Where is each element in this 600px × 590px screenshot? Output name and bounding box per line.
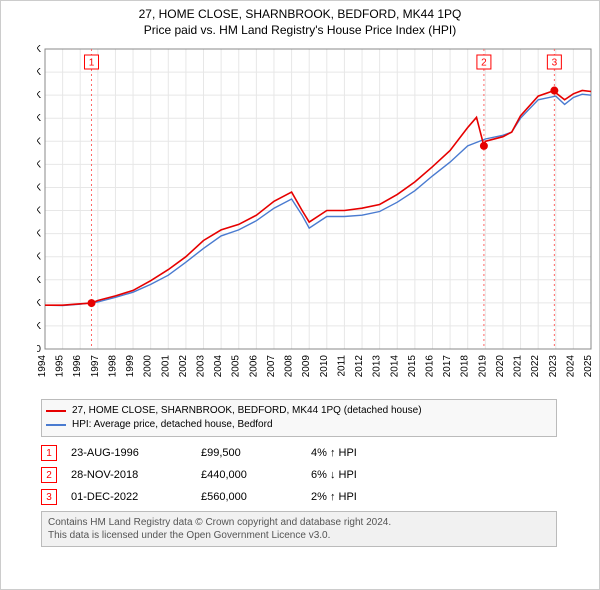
y-tick-label: £250K <box>37 229 41 240</box>
legend-item: HPI: Average price, detached house, Bedf… <box>46 418 552 432</box>
x-tick-label: 2002 <box>178 355 189 378</box>
event-number-box: 2 <box>41 467 57 483</box>
y-tick-label: £550K <box>37 90 41 101</box>
x-tick-label: 2006 <box>248 355 259 378</box>
sale-marker-label: 1 <box>89 58 95 69</box>
x-tick-label: 2000 <box>143 355 154 378</box>
x-tick-label: 1995 <box>55 355 66 378</box>
x-tick-label: 1996 <box>72 355 83 378</box>
x-tick-label: 2011 <box>336 355 347 377</box>
y-tick-label: £300K <box>37 206 41 217</box>
x-tick-label: 2017 <box>442 355 453 378</box>
x-tick-label: 2022 <box>530 355 541 378</box>
x-tick-label: 2015 <box>407 355 418 378</box>
line-chart-svg: £0 £50K £100K £150K £200K £250K £300K £350K £400… <box>37 43 597 393</box>
x-tick-label: 2004 <box>213 355 224 378</box>
chart-title: 27, HOME CLOSE, SHARNBROOK, BEDFORD, MK4… <box>1 7 599 21</box>
x-tick-label: 1997 <box>90 355 101 378</box>
x-tick-label: 1998 <box>107 355 118 378</box>
y-tick-label: £150K <box>37 275 41 286</box>
event-number-box: 3 <box>41 489 57 505</box>
series-line <box>45 91 591 306</box>
y-tick-label: £650K <box>37 44 41 55</box>
x-tick-label: 2010 <box>319 355 330 378</box>
x-tick-label: 2014 <box>389 355 400 378</box>
x-tick-label: 1994 <box>37 355 48 378</box>
event-row: 2 28-NOV-2018£440,0006% ↓ HPI <box>41 467 557 483</box>
x-tick-label: 2019 <box>477 355 488 378</box>
sale-marker-label: 3 <box>552 58 558 69</box>
event-price: £440,000 <box>201 469 311 481</box>
x-tick-label: 2024 <box>565 355 576 378</box>
x-tick-label: 2005 <box>231 355 242 378</box>
x-tick-label: 2023 <box>548 355 559 378</box>
chart-container: 27, HOME CLOSE, SHARNBROOK, BEDFORD, MK4… <box>0 0 600 590</box>
x-tick-label: 2016 <box>424 355 435 378</box>
x-tick-label: 2025 <box>583 355 594 378</box>
y-tick-label: £500K <box>37 113 41 124</box>
y-tick-label: £0 <box>37 344 41 355</box>
event-row: 3 01-DEC-2022£560,0002% ↑ HPI <box>41 489 557 505</box>
y-tick-label: £600K <box>37 67 41 78</box>
y-tick-label: £400K <box>37 159 41 170</box>
event-row: 1 23-AUG-1996£99,5004% ↑ HPI <box>41 445 557 461</box>
event-diff: 6% ↓ HPI <box>311 469 357 481</box>
legend-swatch <box>46 424 66 426</box>
event-diff: 4% ↑ HPI <box>311 447 357 459</box>
attribution-line2: This data is licensed under the Open Gov… <box>48 529 550 542</box>
legend-label: HPI: Average price, detached house, Bedf… <box>72 418 273 432</box>
events-table: 1 23-AUG-1996£99,5004% ↑ HPI 2 28-NOV-2018£… <box>41 445 557 505</box>
x-tick-label: 2012 <box>354 355 365 378</box>
attribution-line1: Contains HM Land Registry data © Crown c… <box>48 516 550 529</box>
x-tick-label: 2013 <box>372 355 383 378</box>
y-tick-label: £450K <box>37 136 41 147</box>
event-price: £560,000 <box>201 491 311 503</box>
x-tick-label: 2007 <box>266 355 277 378</box>
event-date: 28-NOV-2018 <box>71 469 201 481</box>
chart-area: £0 £50K £100K £150K £200K £250K £300K £350K £400… <box>37 43 597 393</box>
y-tick-label: £350K <box>37 182 41 193</box>
x-tick-label: 1999 <box>125 355 136 378</box>
sale-marker-label: 2 <box>481 58 487 69</box>
x-tick-label: 2001 <box>160 355 171 378</box>
x-tick-label: 2003 <box>196 355 207 378</box>
y-tick-label: £50K <box>37 321 41 332</box>
attribution-box: Contains HM Land Registry data © Crown c… <box>41 511 557 547</box>
event-date: 23-AUG-1996 <box>71 447 201 459</box>
legend-item: 27, HOME CLOSE, SHARNBROOK, BEDFORD, MK4… <box>46 404 552 418</box>
event-diff: 2% ↑ HPI <box>311 491 357 503</box>
legend-label: 27, HOME CLOSE, SHARNBROOK, BEDFORD, MK4… <box>72 404 422 418</box>
chart-subtitle: Price paid vs. HM Land Registry's House … <box>1 23 599 37</box>
event-number-box: 1 <box>41 445 57 461</box>
x-tick-label: 2009 <box>301 355 312 378</box>
x-tick-label: 2018 <box>460 355 471 378</box>
x-tick-label: 2008 <box>284 355 295 378</box>
legend-swatch <box>46 410 66 412</box>
y-tick-label: £200K <box>37 252 41 263</box>
series-line <box>45 94 591 305</box>
event-price: £99,500 <box>201 447 311 459</box>
legend: 27, HOME CLOSE, SHARNBROOK, BEDFORD, MK4… <box>41 399 557 437</box>
y-tick-label: £100K <box>37 298 41 309</box>
x-tick-label: 2021 <box>513 355 524 378</box>
x-tick-label: 2020 <box>495 355 506 378</box>
event-date: 01-DEC-2022 <box>71 491 201 503</box>
